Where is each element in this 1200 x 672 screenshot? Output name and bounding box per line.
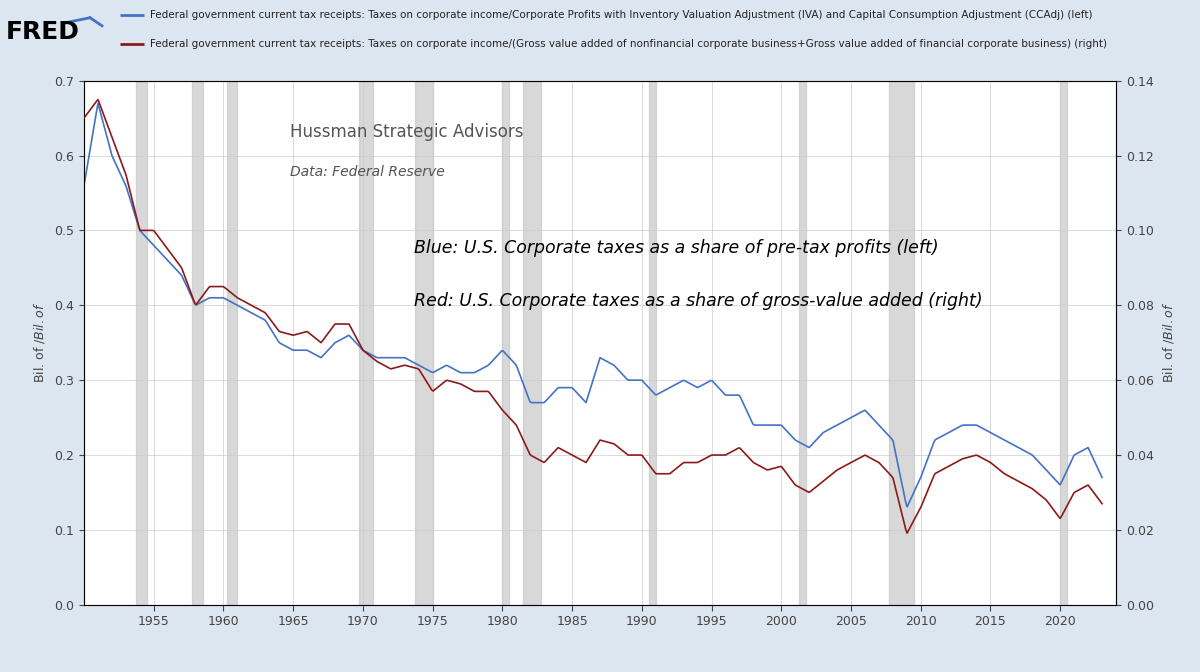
Bar bbox=[360, 81, 373, 605]
Y-axis label: Bil. of $/Bil. of $: Bil. of $/Bil. of $ bbox=[1160, 302, 1176, 383]
Y-axis label: Bil. of $/Bil. of $: Bil. of $/Bil. of $ bbox=[32, 302, 47, 383]
Bar bbox=[415, 81, 433, 605]
Bar bbox=[137, 81, 146, 605]
Text: Federal government current tax receipts: Taxes on corporate income/(Gross value : Federal government current tax receipts:… bbox=[150, 40, 1108, 49]
Bar bbox=[649, 81, 655, 605]
Bar bbox=[1061, 81, 1067, 605]
Text: Red: U.S. Corporate taxes as a share of gross-value added (right): Red: U.S. Corporate taxes as a share of … bbox=[414, 292, 983, 310]
Text: Federal government current tax receipts: Taxes on corporate income/Corporate Pro: Federal government current tax receipts:… bbox=[150, 9, 1092, 19]
Bar bbox=[889, 81, 913, 605]
Bar bbox=[799, 81, 805, 605]
Bar bbox=[227, 81, 238, 605]
Text: FRED: FRED bbox=[6, 20, 80, 44]
Bar bbox=[503, 81, 509, 605]
Text: Hussman Strategic Advisors: Hussman Strategic Advisors bbox=[290, 122, 524, 140]
Bar bbox=[523, 81, 541, 605]
Text: Data: Federal Reserve: Data: Federal Reserve bbox=[290, 165, 445, 179]
Text: Blue: U.S. Corporate taxes as a share of pre-tax profits (left): Blue: U.S. Corporate taxes as a share of… bbox=[414, 239, 938, 257]
Bar bbox=[192, 81, 203, 605]
